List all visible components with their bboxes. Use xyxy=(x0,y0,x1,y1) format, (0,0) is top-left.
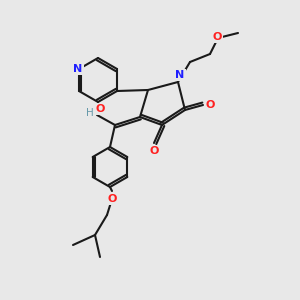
Text: O: O xyxy=(107,194,117,204)
Text: O: O xyxy=(205,100,215,110)
Text: O: O xyxy=(95,104,105,114)
Text: N: N xyxy=(176,70,184,80)
Text: O: O xyxy=(212,32,222,42)
Text: N: N xyxy=(73,64,83,74)
Text: H: H xyxy=(86,108,94,118)
Text: O: O xyxy=(149,146,159,156)
